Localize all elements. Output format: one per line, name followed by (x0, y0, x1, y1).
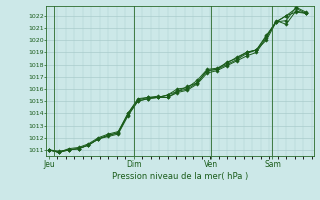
X-axis label: Pression niveau de la mer( hPa ): Pression niveau de la mer( hPa ) (112, 172, 248, 181)
